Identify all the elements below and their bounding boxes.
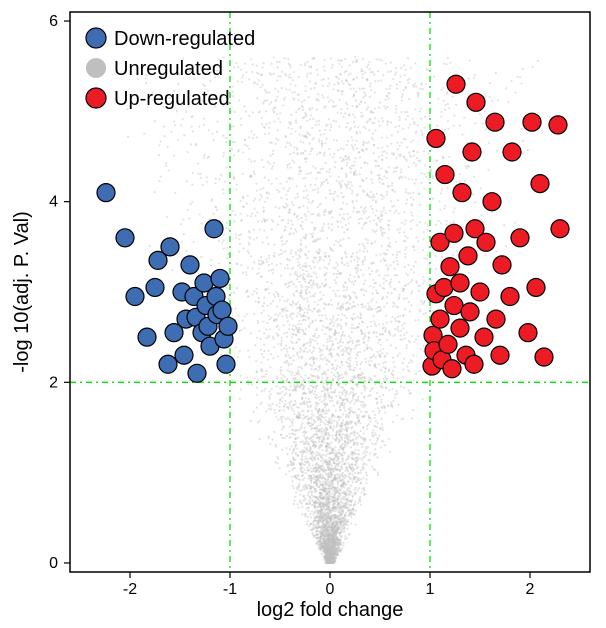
legend-label: Unregulated: [114, 58, 223, 80]
legend-label: Down-regulated: [114, 28, 255, 50]
x-tick-label: 0: [326, 581, 335, 598]
legend-marker: [86, 58, 106, 78]
legend-marker: [86, 28, 106, 48]
chart-svg: -2 -1 0 1 2 0 2 4 6 log2 fold change -log 10(adj. …: [0, 0, 606, 628]
x-tick-label: -1: [223, 581, 237, 598]
x-axis-title: log2 fold change: [257, 599, 404, 621]
y-tick-label: 6: [49, 13, 58, 30]
y-tick-label: 2: [49, 374, 58, 391]
x-tick-label: 1: [426, 581, 435, 598]
x-tick-label: -2: [123, 581, 137, 598]
volcano-plot: -2 -1 0 1 2 0 2 4 6 log2 fold change -log 10(adj. …: [0, 0, 606, 628]
legend-label: Up-regulated: [114, 88, 230, 110]
x-tick-label: 2: [526, 581, 535, 598]
up-regulated-points: [423, 75, 569, 378]
down-regulated-points: [97, 184, 237, 383]
y-axis-title: -log 10(adj. P. Val): [11, 211, 33, 373]
y-tick-label: 0: [49, 555, 58, 572]
y-tick-label: 4: [49, 194, 58, 211]
legend-marker: [86, 88, 106, 108]
